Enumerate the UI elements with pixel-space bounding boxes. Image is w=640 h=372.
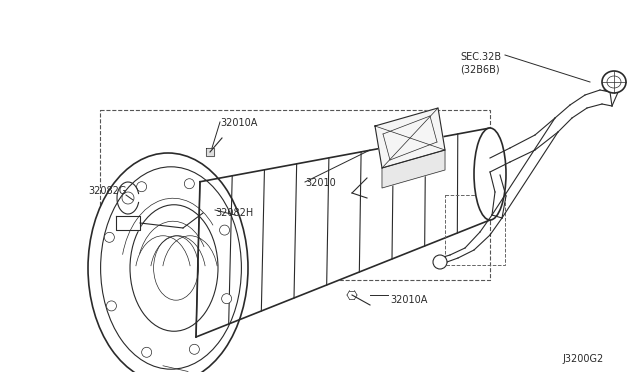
Bar (100, 110, 490, 280)
Circle shape (141, 347, 152, 357)
Circle shape (122, 192, 134, 204)
Polygon shape (116, 216, 140, 230)
Circle shape (220, 225, 230, 235)
Circle shape (104, 232, 115, 242)
Text: 32082H: 32082H (215, 208, 253, 218)
Circle shape (433, 255, 447, 269)
Polygon shape (196, 128, 490, 337)
Text: 32010: 32010 (305, 178, 336, 188)
Text: 32010A: 32010A (220, 118, 257, 128)
Polygon shape (382, 150, 445, 188)
Circle shape (184, 179, 195, 189)
Bar (445, 195, 505, 265)
Circle shape (136, 182, 147, 192)
Ellipse shape (602, 71, 626, 93)
Circle shape (189, 344, 200, 354)
Text: 32082G: 32082G (88, 186, 126, 196)
Ellipse shape (474, 128, 506, 220)
Polygon shape (206, 148, 214, 156)
Text: SEC.32B: SEC.32B (460, 52, 501, 62)
Polygon shape (375, 108, 445, 168)
Circle shape (221, 294, 232, 304)
Text: (32B6B): (32B6B) (460, 64, 500, 74)
Circle shape (106, 301, 116, 311)
Ellipse shape (88, 153, 248, 372)
Text: 32010A: 32010A (390, 295, 428, 305)
Text: J3200G2: J3200G2 (562, 354, 604, 364)
